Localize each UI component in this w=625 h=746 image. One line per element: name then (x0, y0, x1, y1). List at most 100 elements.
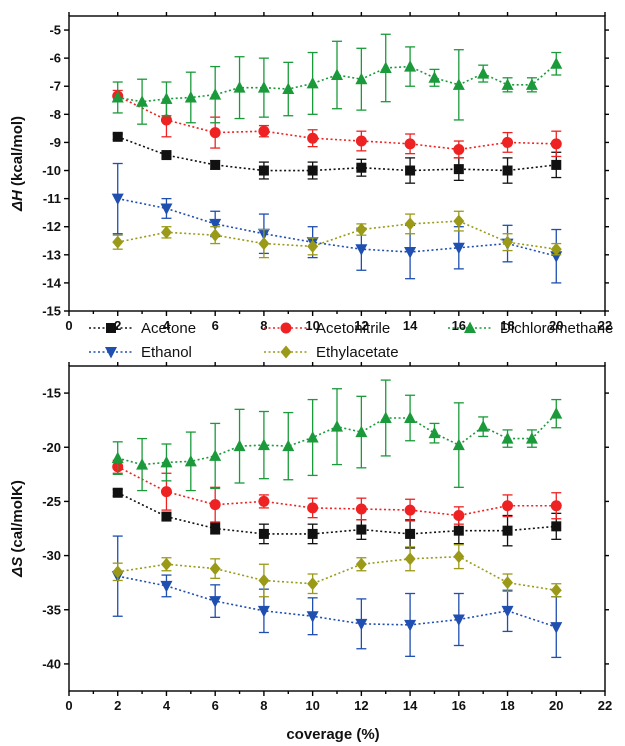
data-point (502, 525, 513, 536)
data-point (136, 95, 149, 107)
data-point (258, 165, 269, 176)
data-point (209, 562, 221, 576)
series-dichloromethane (111, 33, 563, 125)
legend-label: Acetone (141, 320, 196, 337)
legend-label: Ethanol (141, 344, 192, 361)
data-point (355, 135, 367, 147)
x-tick-label: 12 (354, 318, 368, 333)
data-point (210, 523, 221, 534)
data-point (258, 495, 270, 507)
x-tick-label: 22 (598, 318, 612, 333)
legend-marker (280, 322, 292, 334)
data-point (209, 228, 221, 242)
data-point (136, 458, 149, 470)
data-point (452, 242, 465, 255)
x-tick-label: 16 (452, 698, 466, 713)
data-point (209, 499, 221, 511)
y-tick-label: -10 (42, 163, 61, 178)
y-tick-label: -25 (42, 494, 61, 509)
data-point (282, 439, 295, 452)
y-tick-label: -40 (42, 656, 61, 671)
series-line (117, 575, 557, 628)
series-ethanol (111, 535, 563, 659)
x-axis-title: coverage (%) (286, 726, 379, 743)
data-point (307, 239, 319, 253)
data-point (355, 425, 368, 438)
series-acetonitrile (112, 89, 562, 159)
data-point (161, 150, 172, 161)
series-line (117, 95, 557, 151)
data-point (551, 521, 562, 532)
data-point (209, 218, 222, 231)
x-tick-label: 10 (305, 318, 319, 333)
data-point (551, 159, 562, 170)
data-point (550, 583, 562, 597)
y-tick-label: -6 (49, 51, 61, 66)
data-point (160, 203, 173, 215)
data-point (233, 439, 246, 452)
data-point (452, 78, 465, 90)
data-point (258, 574, 270, 587)
data-point (307, 528, 318, 539)
data-point (184, 454, 197, 467)
data-point (453, 510, 465, 521)
x-tick-label: 18 (500, 698, 514, 713)
x-tick-label: 10 (305, 698, 319, 713)
legend-label: Dichloromethane (500, 320, 613, 337)
y-tick-label: -15 (42, 304, 61, 319)
data-point (355, 223, 367, 237)
data-point (111, 193, 124, 206)
data-point (453, 164, 464, 175)
series-line (117, 197, 557, 257)
data-point (160, 455, 173, 468)
data-point (355, 618, 368, 631)
data-point (111, 451, 124, 464)
entropy-panel: 0 2 4 6 8 10 12 14 16 18 20 22 -40 -35 -30 -25 -20 -15 ΔS … (9, 362, 612, 713)
data-point (160, 114, 172, 126)
y-axis-symbol: ΔS (9, 557, 26, 578)
y-tick-label: -14 (42, 275, 62, 290)
data-point (502, 576, 514, 590)
data-point (550, 251, 563, 263)
y-tick-label: -35 (42, 602, 61, 617)
data-point (209, 449, 222, 461)
data-point (404, 138, 416, 150)
data-point (405, 165, 416, 176)
legend-item-ethylacetate: Ethylacetate (264, 344, 399, 361)
y-axis-unit: (cal/molK) (9, 480, 26, 557)
data-point (477, 420, 490, 432)
data-point (355, 244, 368, 256)
data-point (502, 136, 514, 148)
series-ethylacetate (112, 544, 562, 598)
data-point (550, 622, 563, 634)
data-point (112, 565, 124, 579)
data-point (306, 76, 319, 89)
y-tick-label: -12 (42, 219, 61, 234)
x-tick-label: 6 (212, 318, 219, 333)
legend-marker (105, 347, 117, 359)
y-axis-title: ΔH (kcal/mol) (9, 116, 26, 212)
legend-marker (106, 323, 116, 333)
data-point (233, 81, 246, 93)
data-point (160, 486, 172, 498)
data-point (404, 60, 417, 72)
series-line (117, 492, 557, 535)
data-point (307, 132, 319, 144)
data-point (306, 431, 319, 443)
data-point (502, 165, 513, 176)
data-point (355, 72, 368, 85)
y-axis-unit: (kcal/mol) (9, 116, 26, 190)
data-point (550, 138, 562, 150)
data-point (257, 81, 270, 93)
x-tick-label: 8 (260, 698, 267, 713)
data-point (307, 165, 318, 176)
data-point (502, 500, 514, 512)
data-point (550, 242, 562, 256)
data-point (307, 577, 319, 591)
data-point (477, 67, 490, 79)
series-ethylacetate (112, 210, 562, 259)
data-point (257, 605, 270, 618)
x-tick-label: 14 (403, 698, 418, 713)
data-point (184, 90, 197, 103)
